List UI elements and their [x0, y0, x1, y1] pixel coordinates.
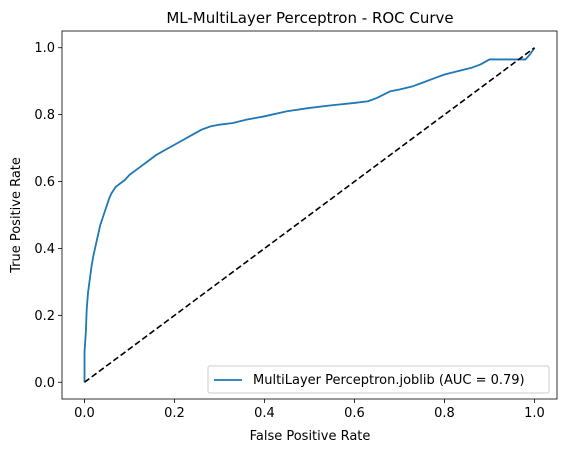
y-tick-label: 0.6	[34, 175, 55, 190]
series-layer	[83, 47, 536, 383]
legend-label: MultiLayer Perceptron.joblib (AUC = 0.79…	[253, 373, 525, 388]
legend-box	[207, 365, 550, 394]
x-tick-label: 0.0	[74, 406, 95, 421]
x-axis-label: False Positive Rate	[250, 429, 371, 444]
y-axis-label: True Positive Rate	[9, 157, 24, 274]
plot-frame	[61, 30, 558, 400]
x-tick-label: 0.6	[344, 406, 365, 421]
roc-curve-line	[83, 47, 536, 383]
x-tick-label: 1.0	[524, 406, 545, 421]
x-axis-ticks: 0.0 0.2 0.4 0.6 0.8 1.0	[74, 399, 545, 421]
legend: MultiLayer Perceptron.joblib (AUC = 0.79…	[207, 365, 550, 394]
x-tick-label: 0.4	[254, 406, 275, 421]
y-tick-label: 0.2	[34, 309, 55, 324]
y-tick-label: 0.0	[34, 376, 55, 391]
y-tick-label: 0.4	[34, 242, 55, 257]
plot-area	[61, 30, 558, 400]
chance-diagonal-line	[84, 47, 535, 383]
y-tick-label: 1.0	[34, 41, 55, 56]
chart-title: ML-MultiLayer Perceptron - ROC Curve	[166, 9, 453, 27]
x-tick-label: 0.2	[164, 406, 185, 421]
x-tick-label: 0.8	[434, 406, 455, 421]
y-axis-ticks: 0.0 0.2 0.4 0.6 0.8 1.0	[34, 41, 62, 391]
y-tick-label: 0.8	[34, 108, 55, 123]
